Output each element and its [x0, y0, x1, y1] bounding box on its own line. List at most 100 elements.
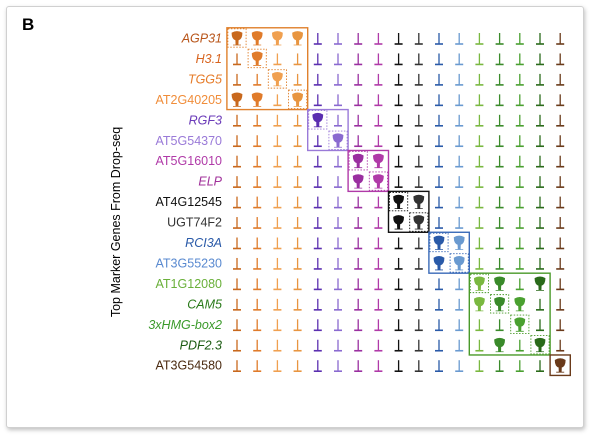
- violin-low: [495, 360, 504, 372]
- violin-low: [293, 196, 302, 209]
- cluster-box: [468, 272, 551, 356]
- violin-low: [273, 196, 282, 209]
- violin-low: [475, 155, 484, 168]
- violin-low: [253, 360, 262, 372]
- violin-low: [495, 33, 504, 45]
- violin-low: [293, 155, 302, 168]
- violin-low: [293, 217, 302, 229]
- violin-low: [394, 237, 403, 250]
- violin-low: [556, 257, 565, 270]
- violin-low: [475, 176, 484, 188]
- gene-label: PDF2.3: [180, 338, 222, 352]
- violin-low: [334, 319, 342, 332]
- violin-high: [352, 174, 364, 189]
- violin-low: [354, 298, 363, 311]
- violin-low: [233, 135, 241, 148]
- violin-high: [453, 235, 465, 250]
- violin-low: [475, 94, 484, 107]
- violin-low: [414, 278, 423, 291]
- violin-low: [556, 217, 565, 229]
- violin-low: [556, 155, 565, 168]
- violin-low: [313, 94, 322, 107]
- gene-label: RCI3A: [185, 236, 222, 250]
- violin-low: [313, 196, 322, 209]
- violin-low: [475, 135, 484, 148]
- violin-low: [556, 339, 565, 352]
- violin-low: [233, 319, 241, 332]
- violin-low: [374, 339, 383, 352]
- violin-high: [413, 215, 425, 230]
- violin-low: [435, 33, 443, 45]
- violin-low: [414, 298, 423, 311]
- cluster-cell-highlight: [530, 335, 550, 355]
- violin-low: [233, 176, 241, 188]
- violin-low: [435, 339, 443, 352]
- violin-low: [334, 73, 342, 86]
- gene-label: AT5G54370: [156, 134, 223, 148]
- violin-low: [354, 73, 363, 86]
- violin-low: [455, 33, 464, 45]
- violin-low: [334, 278, 342, 291]
- violin-low: [334, 114, 342, 127]
- violin-low: [515, 53, 524, 66]
- cluster-cell-highlight: [469, 273, 489, 294]
- violin-low: [293, 176, 302, 188]
- gene-label: UGT74F2: [167, 216, 222, 230]
- violin-high: [433, 256, 445, 271]
- violin-low: [495, 319, 504, 332]
- violin-low: [313, 319, 322, 332]
- violin-low: [313, 257, 322, 270]
- violin-low: [495, 73, 504, 86]
- violin-low: [293, 339, 302, 352]
- violin-low: [556, 33, 565, 45]
- violin-low: [515, 257, 524, 270]
- violin-low: [233, 53, 241, 66]
- violin-high: [554, 358, 566, 373]
- violin-low: [313, 33, 322, 45]
- violin-low: [414, 360, 423, 372]
- violin-low: [394, 319, 403, 332]
- violin-low: [455, 298, 464, 311]
- violin-low: [536, 176, 544, 188]
- cluster-cell-highlight: [368, 171, 388, 191]
- violin-low: [475, 319, 484, 332]
- panel-label: B: [22, 15, 34, 34]
- violin-low: [515, 278, 524, 291]
- gene-labels: AGP31 H3.1 TGG5 AT2G40205 RGF3 AT5G54370 AT5G1…: [148, 32, 222, 373]
- cluster-box: [307, 108, 349, 152]
- violin-low: [414, 114, 423, 127]
- violin-low: [233, 278, 241, 291]
- violin-low: [313, 339, 322, 352]
- violin-low: [253, 237, 262, 250]
- violin-low: [374, 360, 383, 372]
- violin-low: [273, 237, 282, 250]
- violin-low: [253, 114, 262, 127]
- panel-border: [6, 6, 584, 428]
- violin-low: [515, 176, 524, 188]
- violin-low: [536, 319, 544, 332]
- gene-label: AT5G16010: [156, 154, 223, 168]
- violin-low: [556, 237, 565, 250]
- violin-low: [233, 155, 241, 168]
- violin-low: [515, 114, 524, 127]
- violin-low: [374, 237, 383, 250]
- violin-high: [514, 296, 526, 312]
- violin-low: [273, 278, 282, 291]
- gene-label: AT3G54580: [156, 359, 223, 373]
- cluster-boxes: [226, 27, 571, 377]
- gene-label: ELP: [198, 175, 222, 189]
- violin-low: [334, 33, 342, 45]
- violin-low: [233, 73, 241, 86]
- violin-high: [352, 153, 364, 169]
- violin-low: [515, 33, 524, 45]
- violin-low: [313, 176, 322, 188]
- violin-low: [455, 319, 464, 332]
- violin-high: [292, 31, 304, 46]
- violin-low: [515, 237, 524, 250]
- violin-low: [455, 196, 464, 209]
- violin-low: [374, 114, 383, 127]
- violin-high: [271, 72, 283, 87]
- violin-low: [334, 176, 342, 188]
- violin-low: [293, 237, 302, 250]
